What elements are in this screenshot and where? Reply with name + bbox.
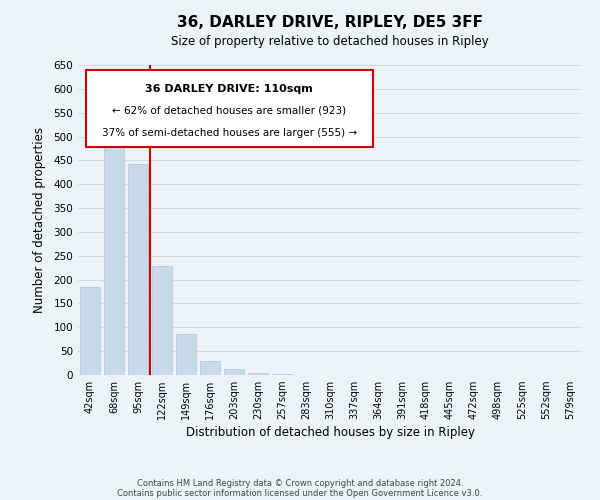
Bar (200, 360, 220, 375)
X-axis label: Distribution of detached houses by size in Ripley: Distribution of detached houses by size … (185, 426, 475, 440)
Bar (104, 132, 124, 375)
Text: Contains HM Land Registry data © Crown copyright and database right 2024.: Contains HM Land Registry data © Crown c… (137, 478, 463, 488)
Text: Size of property relative to detached houses in Ripley: Size of property relative to detached ho… (171, 35, 489, 48)
Bar (128, 164, 148, 375)
Bar (176, 334, 196, 375)
Text: 36, DARLEY DRIVE, RIPLEY, DE5 3FF: 36, DARLEY DRIVE, RIPLEY, DE5 3FF (177, 15, 483, 30)
Bar (248, 372, 268, 375)
Text: Contains public sector information licensed under the Open Government Licence v3: Contains public sector information licen… (118, 488, 482, 498)
Y-axis label: Number of detached properties: Number of detached properties (34, 127, 46, 313)
Bar (272, 374, 292, 375)
FancyBboxPatch shape (86, 70, 373, 147)
Text: ← 62% of detached houses are smaller (923): ← 62% of detached houses are smaller (92… (112, 106, 346, 116)
Bar (80, 287, 100, 375)
Text: 36 DARLEY DRIVE: 110sqm: 36 DARLEY DRIVE: 110sqm (145, 84, 313, 94)
Bar (152, 266, 172, 375)
Text: 37% of semi-detached houses are larger (555) →: 37% of semi-detached houses are larger (… (101, 128, 357, 138)
Bar (224, 369, 244, 375)
